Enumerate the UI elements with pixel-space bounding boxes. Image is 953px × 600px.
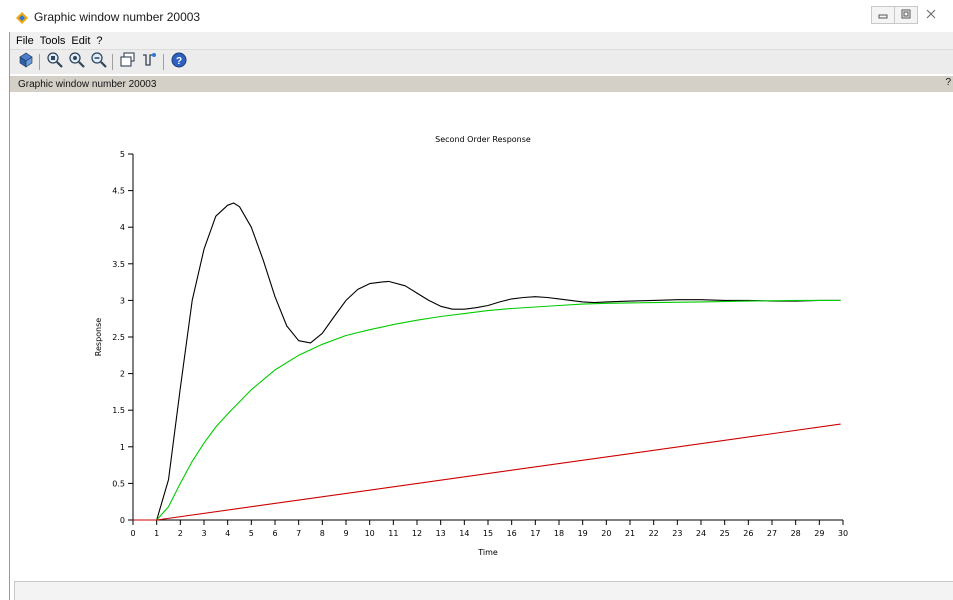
svg-text:?: ? [176, 56, 182, 67]
x-tick-label: 10 [365, 529, 375, 538]
x-tick-label: 24 [696, 529, 706, 538]
zoom-out-icon [90, 51, 108, 74]
x-tick-label: 6 [272, 529, 277, 538]
datatip-button[interactable] [140, 52, 160, 72]
x-tick-label: 21 [625, 529, 635, 538]
x-tick-label: 2 [178, 529, 183, 538]
menu-help[interactable]: ? [96, 34, 103, 47]
y-tick-label: 0 [120, 516, 125, 525]
x-tick-label: 18 [554, 529, 564, 538]
x-tick-label: 30 [838, 529, 848, 538]
x-axis-label: Time [477, 548, 498, 557]
select-figure-button[interactable] [118, 51, 138, 74]
zoom-area-icon [46, 51, 64, 74]
figure-info-bar: Graphic window number 20003 ? [10, 76, 953, 92]
close-icon [926, 6, 936, 24]
x-tick-label: 19 [578, 529, 588, 538]
x-tick-label: 9 [343, 529, 348, 538]
minimize-button[interactable] [871, 6, 895, 24]
rotate-icon [17, 51, 35, 74]
x-tick-label: 8 [320, 529, 325, 538]
x-tick-label: 20 [601, 529, 611, 538]
x-tick-label: 0 [130, 529, 135, 538]
series-line-0 [133, 202, 841, 521]
y-tick-label: 0.5 [112, 479, 125, 488]
x-tick-label: 27 [767, 529, 777, 538]
y-tick-label: 3 [120, 296, 125, 305]
series-line-2 [133, 423, 841, 521]
x-tick-label: 5 [249, 529, 254, 538]
menu-file[interactable]: File [16, 34, 34, 47]
x-tick-label: 29 [814, 529, 824, 538]
menu-edit[interactable]: Edit [71, 34, 91, 47]
close-button[interactable] [917, 6, 945, 24]
x-tick-label: 12 [412, 529, 422, 538]
menu-bar: File Tools Edit ? [10, 32, 953, 50]
rotate-button[interactable] [16, 52, 36, 72]
x-tick-label: 22 [649, 529, 659, 538]
zoom-out-button[interactable] [89, 51, 109, 74]
menu-tools[interactable]: Tools [39, 34, 66, 47]
x-tick-label: 13 [436, 529, 446, 538]
y-tick-label: 4.5 [112, 187, 125, 196]
x-tick-label: 7 [296, 529, 301, 538]
y-tick-label: 1 [120, 443, 125, 452]
select-figure-icon [119, 51, 137, 74]
window-frame-border [9, 32, 10, 600]
y-tick-label: 2 [120, 370, 125, 379]
zoom-in-button[interactable] [67, 51, 87, 74]
x-tick-label: 23 [672, 529, 682, 538]
y-tick-label: 5 [120, 150, 125, 159]
datatip-icon [141, 51, 159, 74]
scilab-diamond-icon [16, 11, 28, 24]
x-tick-label: 25 [720, 529, 730, 538]
window-controls [871, 6, 945, 24]
window-title: Graphic window number 20003 [34, 10, 201, 24]
toolbar-separator [112, 54, 113, 70]
x-tick-label: 28 [791, 529, 801, 538]
zoom-area-button[interactable] [45, 51, 65, 74]
zoom-in-icon [68, 51, 86, 74]
series-line-1 [133, 299, 841, 521]
help-icon: ? [170, 51, 188, 74]
y-tick-label: 4 [120, 223, 125, 232]
x-tick-label: 4 [225, 529, 230, 538]
x-tick-label: 3 [201, 529, 206, 538]
y-axis-label: Response [94, 318, 103, 357]
maximize-button[interactable] [894, 6, 918, 24]
toolbar: ? [10, 50, 953, 74]
title-bar: Graphic window number 20003 [0, 0, 953, 32]
toolbar-separator [39, 54, 40, 70]
y-tick-label: 2.5 [112, 333, 125, 342]
toolbar-separator [163, 54, 164, 70]
series-layer [133, 202, 841, 521]
x-tick-label: 1 [154, 529, 159, 538]
axes: 0 1 2 3 4 5 6 7 8 9 10 11 12 13 14 15 16 17 18 19 20 21 22 23 24… [112, 150, 848, 538]
minimize-icon [878, 6, 888, 24]
x-tick-label: 15 [483, 529, 493, 538]
info-right-mark: ? [945, 77, 951, 88]
y-tick-label: 1.5 [112, 406, 125, 415]
status-bar [14, 581, 953, 600]
maximize-icon [901, 6, 911, 24]
x-tick-label: 17 [530, 529, 540, 538]
x-tick-label: 16 [507, 529, 517, 538]
chart-title: Second Order Response [435, 135, 531, 144]
x-tick-label: 26 [743, 529, 753, 538]
x-tick-label: 14 [459, 529, 469, 538]
help-button[interactable]: ? [169, 52, 189, 72]
x-tick-label: 11 [388, 529, 398, 538]
y-tick-label: 3.5 [112, 260, 125, 269]
figure-label: Graphic window number 20003 [18, 78, 157, 90]
